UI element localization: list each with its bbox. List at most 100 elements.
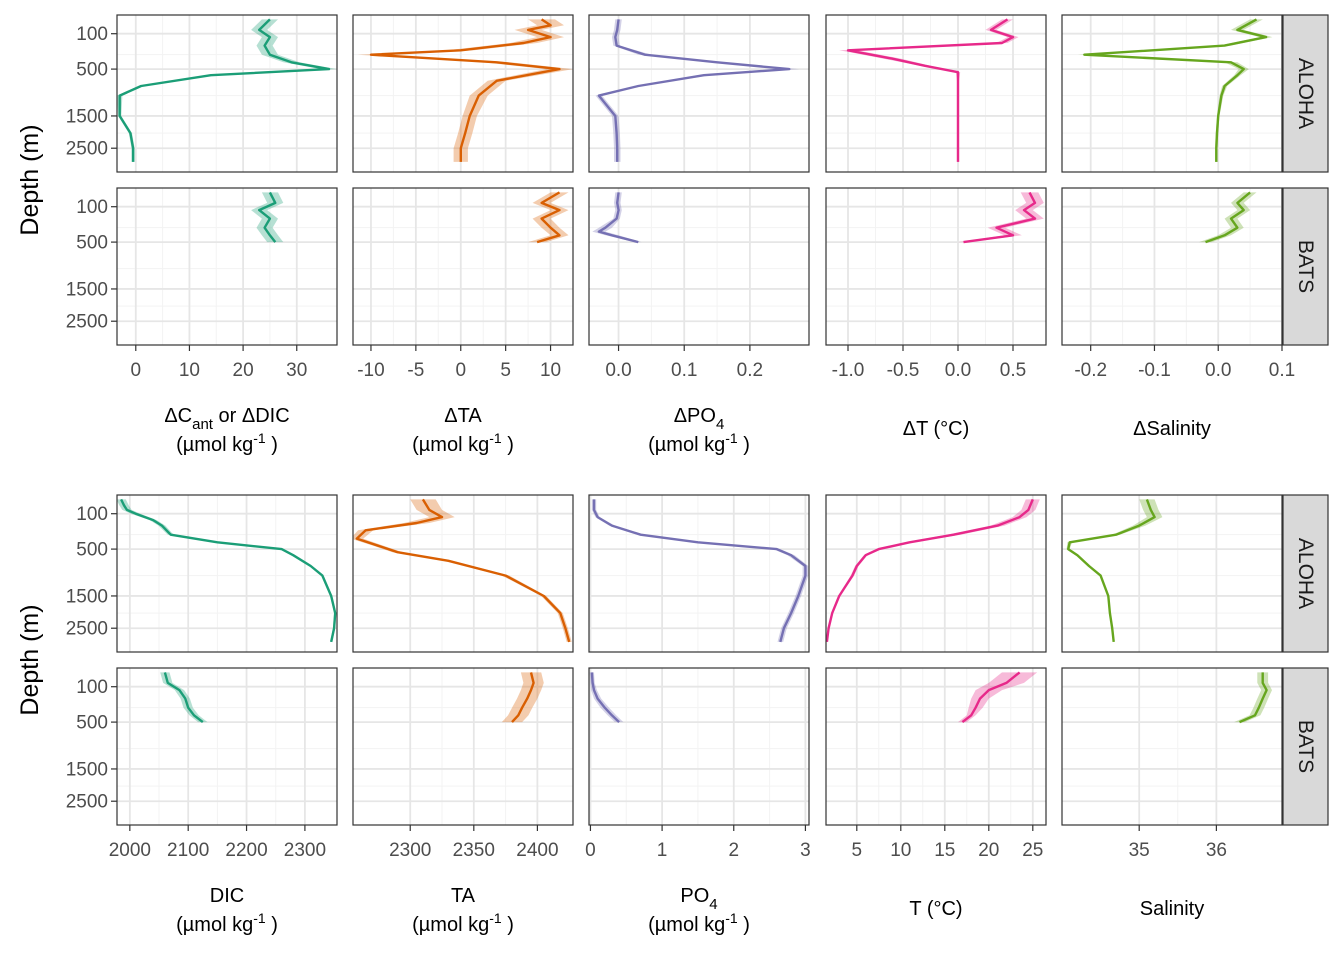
profile-line-dS-ALOHA [1083, 18, 1268, 162]
panel-dS-ALOHA [1061, 14, 1283, 173]
y-axis-title: Depth (m) [16, 124, 44, 235]
x-tick-label: -1.0 [832, 360, 865, 381]
x-axis-title-dTA: (µmol kg-1 ) [412, 430, 514, 456]
profile-line-TA-BATS [511, 672, 535, 723]
profile-line-dTA-BATS [536, 191, 561, 244]
facet-label-ALOHA: ALOHA [1294, 538, 1317, 609]
y-tick-label: 100 [76, 197, 108, 218]
panel-border [116, 14, 338, 173]
x-tick-label: 0 [455, 360, 466, 381]
profile-line-dPO4-ALOHA [597, 19, 791, 162]
x-tick-label: 0.1 [1269, 360, 1295, 381]
panel-Salinity-ALOHA [1061, 494, 1283, 653]
panel-border [1061, 667, 1283, 826]
uncertainty-band-T-ALOHA [826, 499, 1040, 642]
x-axis-title-dPO4: ΔPO4 [674, 405, 725, 433]
x-tick-label: 2 [728, 840, 739, 861]
y-tick-label: 500 [76, 713, 108, 734]
panel-dT-ALOHA [825, 14, 1047, 173]
x-tick-label: -5 [407, 360, 424, 381]
panel-border [1061, 187, 1283, 346]
profile-line-PO4-ALOHA [592, 499, 807, 643]
y-tick-label: 1500 [66, 279, 108, 300]
x-tick-label: 3 [800, 840, 811, 861]
x-axis-title-DIC: (µmol kg-1 ) [176, 910, 278, 936]
x-axis-title-dC: (µmol kg-1 ) [176, 430, 278, 456]
x-axis-title-TA: TA [451, 885, 476, 907]
x-tick-label: -0.5 [887, 360, 920, 381]
panel-TA-ALOHA [352, 494, 574, 653]
x-tick-label: 10 [179, 360, 200, 381]
profile-line-dC-ALOHA [118, 18, 331, 162]
panel-border [116, 494, 338, 653]
y-axis-title: Depth (m) [16, 604, 44, 715]
panel-dC-BATS [116, 187, 338, 346]
x-tick-label: 2350 [453, 840, 495, 861]
panel-DIC-ALOHA [116, 494, 338, 653]
x-tick-label: 0 [585, 840, 596, 861]
x-tick-label: 2000 [109, 840, 151, 861]
panel-dC-ALOHA [116, 14, 338, 173]
x-tick-label: 2100 [167, 840, 209, 861]
profile-line-T-ALOHA [826, 498, 1034, 643]
panel-background [117, 15, 337, 172]
x-tick-label: 0.5 [1000, 360, 1026, 381]
uncertainty-band-T-BATS [958, 672, 1038, 723]
x-axis-title-dT: ΔT (°C) [903, 418, 970, 440]
panel-background [353, 188, 573, 345]
panel-DIC-BATS [116, 667, 338, 826]
profile-line-PO4-BATS [590, 672, 620, 723]
panel-border [352, 667, 574, 826]
x-tick-label: 0.1 [671, 360, 697, 381]
x-tick-label: -0.1 [1138, 360, 1171, 381]
y-tick-label: 2500 [66, 619, 108, 640]
facet-strip [1282, 187, 1329, 346]
y-tick-label: 500 [76, 540, 108, 561]
facet-strip [1282, 14, 1329, 173]
panel-background [1062, 668, 1282, 825]
x-tick-label: 5 [852, 840, 863, 861]
y-tick-label: 2500 [66, 139, 108, 160]
x-tick-label: 10 [890, 840, 911, 861]
panel-background [826, 188, 1046, 345]
panel-background [117, 668, 337, 825]
x-tick-label: 0 [130, 360, 141, 381]
x-tick-label: 2400 [516, 840, 558, 861]
x-tick-label: 20 [978, 840, 999, 861]
y-tick-label: 100 [76, 24, 108, 45]
x-tick-label: 1 [657, 840, 668, 861]
panel-background [353, 668, 573, 825]
panel-Salinity-BATS [1061, 667, 1283, 826]
y-tick-label: 1500 [66, 586, 108, 607]
panel-dTA-ALOHA [352, 14, 574, 173]
panel-border [825, 494, 1047, 653]
x-axis-title-PO4: PO4 [680, 885, 717, 913]
panel-border [352, 14, 574, 173]
x-tick-label: 36 [1206, 840, 1227, 861]
x-tick-label: 25 [1022, 840, 1043, 861]
panel-PO4-BATS [588, 667, 810, 826]
profile-line-Salinity-ALOHA [1066, 498, 1156, 643]
panel-border [588, 14, 810, 173]
panel-dPO4-ALOHA [588, 14, 810, 173]
profile-line-dTA-ALOHA [369, 18, 561, 162]
panel-border [825, 667, 1047, 826]
panel-border [352, 187, 574, 346]
panel-background [589, 188, 809, 345]
facet-strip [1282, 667, 1329, 826]
panel-dS-BATS [1061, 187, 1283, 346]
x-tick-label: 15 [934, 840, 955, 861]
x-tick-label: -10 [357, 360, 384, 381]
x-axis-title-dPO4: (µmol kg-1 ) [648, 430, 750, 456]
panel-T-ALOHA [825, 494, 1047, 653]
profile-line-DIC-BATS [163, 672, 204, 724]
y-tick-label: 500 [76, 60, 108, 81]
x-axis-title-dTA: ΔTA [444, 405, 482, 427]
panel-border [588, 667, 810, 826]
panel-T-BATS [825, 667, 1047, 826]
x-axis-title-TA: (µmol kg-1 ) [412, 910, 514, 936]
panel-dPO4-BATS [588, 187, 810, 346]
panel-dT-BATS [825, 187, 1047, 346]
panel-border [116, 187, 338, 346]
x-tick-label: 2200 [225, 840, 267, 861]
